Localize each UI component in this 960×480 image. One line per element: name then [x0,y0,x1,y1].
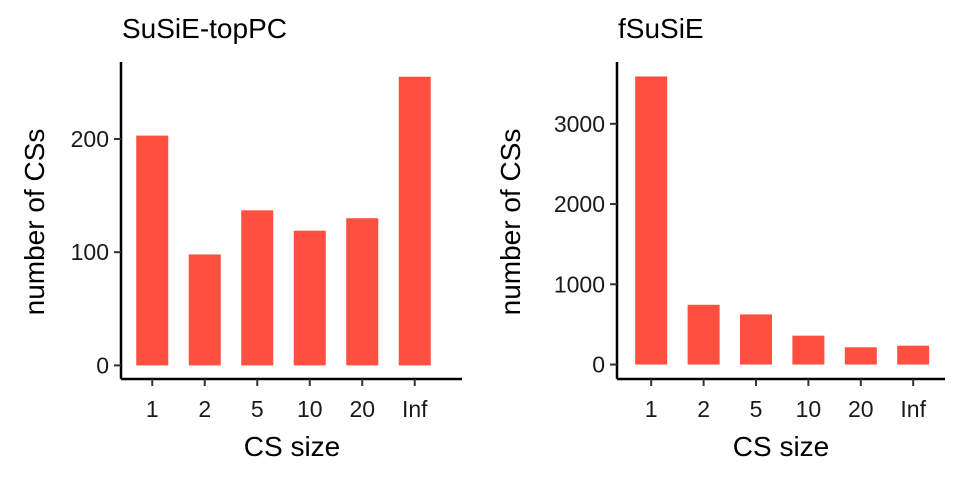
y-axis-title: number of CSs [19,129,50,316]
bar [241,210,274,366]
bar [792,335,825,365]
panel-title: SuSiE-topPC [122,13,287,44]
x-tick-label: 1 [146,396,159,422]
y-tick-label: 2000 [554,191,605,217]
bar [635,76,668,365]
y-tick-label: 3000 [554,111,605,137]
x-tick-label: 5 [750,396,763,422]
panel-title: fSuSiE [618,13,704,44]
y-axis-title: number of CSs [495,129,526,316]
bar [398,76,431,366]
plot-area: 0 1000 2000 3000 1 2 5 10 20 Inf [554,62,945,422]
bar [188,254,221,366]
y-tick-label: 1000 [554,271,605,297]
x-axis-title: CS size [733,431,829,462]
x-tick-label: 10 [796,396,822,422]
plot-area: 0 100 200 1 2 5 10 20 Inf [71,62,462,422]
x-tick-label: 10 [297,396,323,422]
bar [897,345,930,365]
x-tick-label: 2 [198,396,211,422]
x-tick-label: 5 [251,396,264,422]
bar [136,135,169,366]
x-tick-label: 1 [645,396,658,422]
x-axis-title: CS size [244,431,340,462]
bar [346,218,379,366]
bar [740,314,772,365]
y-tick-label: 0 [96,352,109,378]
y-tick-label: 200 [71,126,109,152]
x-tick-label: Inf [900,396,926,422]
x-tick-label: 20 [848,396,874,422]
y-tick-label: 100 [71,239,109,265]
bar [293,230,326,366]
panel-susie-toppc: SuSiE-topPC number of CSs CS size 0 100 20… [19,13,462,462]
x-tick-label: 2 [697,396,710,422]
bar [687,304,720,365]
y-tick-label: 0 [592,352,605,378]
panel-fsusie: fSuSiE number of CSs CS size 0 1000 2000 30… [495,13,945,462]
bar [844,347,877,365]
x-tick-label: 20 [349,396,375,422]
x-tick-label: Inf [402,396,428,422]
